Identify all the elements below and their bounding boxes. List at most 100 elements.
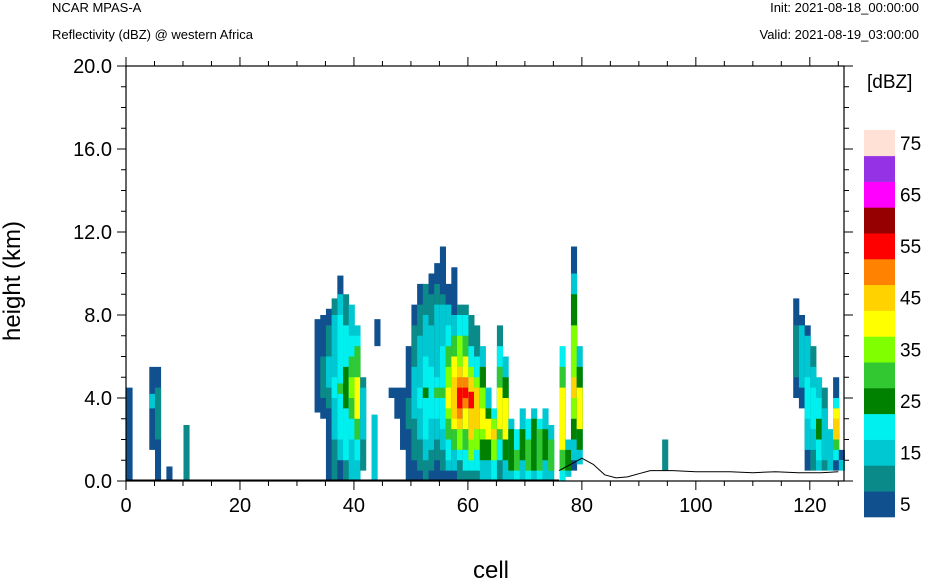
- colorbar: 5 15 25 35 45 55 65 75: [864, 130, 921, 518]
- reflectivity-cell: [394, 387, 401, 399]
- reflectivity-cell: [570, 325, 578, 419]
- colorbar-label: 65: [900, 186, 921, 207]
- colorbar-swatch: [864, 181, 895, 208]
- reflectivity-cell: [411, 366, 418, 419]
- reflectivity-cell: [536, 429, 543, 471]
- reflectivity-cell: [531, 418, 538, 471]
- colorbar-swatch: [864, 130, 895, 157]
- reflectivity-cell: [325, 356, 333, 388]
- reflectivity-cell: [149, 393, 156, 409]
- y-tick-label: 12.0: [73, 222, 112, 244]
- reflectivity-cell: [439, 387, 447, 399]
- colorbar-label: 55: [900, 237, 921, 258]
- reflectivity-cell: [343, 366, 350, 409]
- y-tick-label: 4.0: [84, 388, 112, 410]
- reflectivity-cell: [479, 408, 486, 430]
- colorbar-swatch: [864, 388, 895, 415]
- colorbar-label: 75: [900, 134, 921, 155]
- reflectivity-cell: [508, 429, 515, 471]
- reflectivity-cell: [400, 387, 407, 450]
- reflectivity-cell: [570, 377, 578, 398]
- reflectivity-cell: [833, 418, 840, 440]
- colorbar-label: 45: [900, 289, 921, 310]
- reflectivity-cell: [374, 319, 381, 347]
- x-tick-label: 80: [571, 495, 593, 517]
- reflectivity-cell: [457, 387, 464, 409]
- x-tick-label: 100: [679, 495, 712, 517]
- colorbar-unit: [dBZ]: [867, 72, 912, 93]
- valid-time: Valid: 2021-08-19_03:00:00: [760, 27, 920, 42]
- reflectivity-cell: [434, 387, 441, 399]
- reflectivity-cell: [320, 356, 327, 398]
- reflectivity-cells: [126, 246, 845, 482]
- colorbar-swatch: [864, 155, 895, 182]
- colorbar-swatch: [864, 362, 895, 389]
- colorbar-label: 5: [900, 495, 911, 516]
- x-tick-label: 60: [457, 495, 479, 517]
- reflectivity-cell: [314, 319, 321, 413]
- reflectivity-cell: [559, 387, 566, 450]
- y-tick-label: 16.0: [73, 139, 112, 161]
- reflectivity-cell: [810, 387, 817, 430]
- reflectivity-cell: [468, 391, 475, 409]
- axes: 0 20 40 60 80 100 120 0.0 4.0 8.0 12.0 16.0 20.0: [73, 56, 853, 517]
- reflectivity-cell: [542, 429, 549, 461]
- reflectivity-cell: [474, 387, 481, 430]
- reflectivity-cell: [804, 377, 811, 419]
- reflectivity-cell: [166, 466, 173, 481]
- x-tick-label: 20: [229, 495, 251, 517]
- reflectivity-cell: [371, 414, 378, 481]
- y-axis-label: height (km): [0, 221, 26, 341]
- reflectivity-cell: [838, 460, 845, 471]
- field-title: Reflectivity (dBZ) @ western Africa: [52, 27, 254, 42]
- colorbar-swatch: [864, 284, 895, 311]
- terrain-profile: [558, 457, 839, 479]
- reflectivity-cell: [337, 315, 344, 440]
- reflectivity-cell: [821, 408, 828, 461]
- reflectivity-cell: [154, 387, 162, 440]
- reflectivity-cell: [816, 418, 823, 440]
- reflectivity-cell: [417, 335, 424, 440]
- colorbar-swatch: [864, 439, 895, 466]
- init-time: Init: 2021-08-18_00:00:00: [770, 0, 919, 15]
- reflectivity-cell: [405, 398, 412, 430]
- reflectivity-cell: [833, 408, 840, 419]
- reflectivity-cell: [434, 304, 441, 440]
- reflectivity-cell: [422, 387, 429, 399]
- reflectivity-cell: [428, 366, 435, 419]
- reflectivity-cell: [451, 377, 458, 419]
- reflectivity-cell: [827, 429, 834, 471]
- reflectivity-cell: [462, 387, 469, 399]
- colorbar-swatch: [864, 310, 895, 337]
- colorbar-swatch: [864, 207, 895, 234]
- colorbar-swatch: [864, 465, 895, 492]
- reflectivity-cell: [360, 387, 367, 440]
- colorbar-swatch: [864, 336, 895, 363]
- reflectivity-cell: [354, 377, 361, 419]
- colorbar-swatch: [864, 491, 895, 518]
- reflectivity-cell: [468, 377, 475, 440]
- reflectivity-cell: [576, 387, 583, 430]
- reflectivity-cell: [485, 418, 492, 440]
- reflectivity-cell: [149, 366, 156, 450]
- reflectivity-cell: [519, 429, 526, 461]
- x-tick-label: 0: [120, 495, 131, 517]
- reflectivity-cell: [331, 377, 338, 398]
- terrain-line: [126, 457, 839, 481]
- reflectivity-cell: [337, 383, 344, 394]
- model-title: NCAR MPAS-A: [52, 0, 142, 15]
- reflectivity-cell: [491, 429, 498, 440]
- x-axis-label: cell: [473, 557, 509, 580]
- colorbar-label: 35: [900, 340, 921, 361]
- reflectivity-cell: [183, 424, 190, 481]
- reflectivity-cell: [496, 387, 503, 430]
- reflectivity-cell: [838, 449, 845, 461]
- reflectivity-cell: [394, 398, 401, 419]
- colorbar-label: 25: [900, 392, 921, 413]
- reflectivity-cell: [548, 439, 555, 471]
- reflectivity-cell: [388, 387, 395, 399]
- y-tick-label: 8.0: [84, 305, 112, 327]
- reflectivity-cell: [525, 439, 532, 471]
- reflectivity-cell: [502, 398, 509, 440]
